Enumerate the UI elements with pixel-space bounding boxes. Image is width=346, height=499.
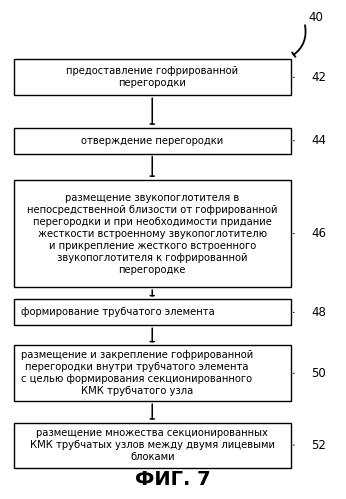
- Bar: [14, 59, 291, 95]
- Text: формирование трубчатого элемента: формирование трубчатого элемента: [21, 307, 215, 317]
- Text: размещение множества секционированных
КМК трубчатых узлов между двумя лицевыми
б: размещение множества секционированных КМ…: [30, 428, 275, 462]
- Text: размещение звукопоглотителя в
непосредственной близости от гофрированной
перегор: размещение звукопоглотителя в непосредст…: [27, 193, 277, 274]
- Bar: [14, 128, 291, 154]
- Text: 46: 46: [311, 227, 326, 240]
- Bar: [14, 180, 291, 287]
- Text: 42: 42: [311, 71, 326, 84]
- Bar: [14, 299, 291, 325]
- Text: 44: 44: [311, 134, 326, 147]
- Text: предоставление гофрированной
перегородки: предоставление гофрированной перегородки: [66, 66, 238, 88]
- Text: 52: 52: [311, 439, 326, 452]
- Text: 40: 40: [308, 11, 323, 24]
- Text: 48: 48: [311, 306, 326, 319]
- Text: 50: 50: [311, 367, 326, 380]
- Text: размещение и закрепление гофрированной
перегородки внутри трубчатого элемента
с : размещение и закрепление гофрированной п…: [21, 350, 253, 396]
- Text: отверждение перегородки: отверждение перегородки: [81, 136, 224, 146]
- Bar: [14, 423, 291, 468]
- Text: ФИГ. 7: ФИГ. 7: [135, 470, 211, 489]
- Bar: [14, 345, 291, 401]
